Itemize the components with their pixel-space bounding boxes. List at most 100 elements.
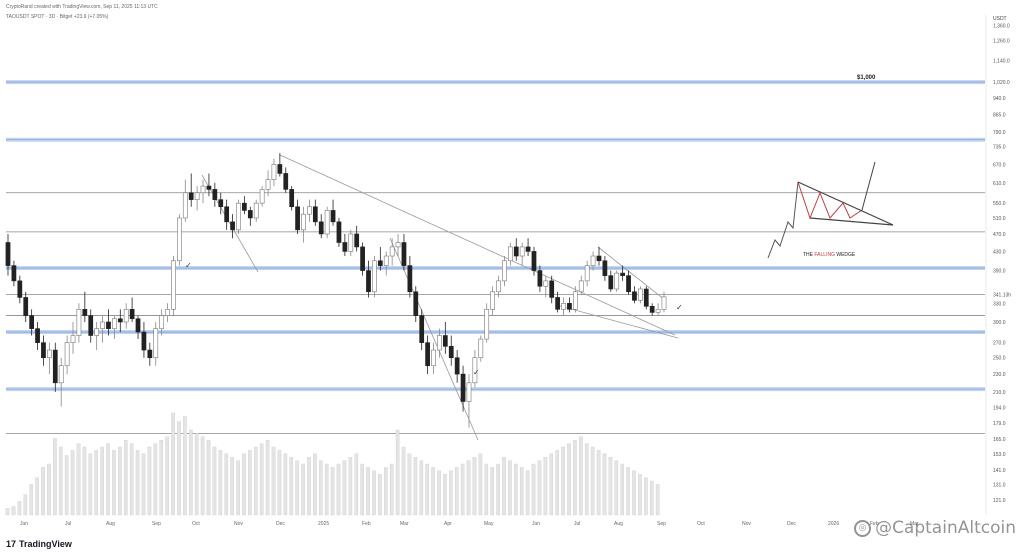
volume-bar (129, 443, 134, 516)
candle (171, 256, 176, 316)
candle (230, 214, 235, 239)
volume-bar (567, 443, 571, 516)
candle (413, 286, 419, 322)
tradingview-logo[interactable]: 17 TradingView (6, 537, 72, 551)
volume-bar (47, 463, 51, 516)
volume-bar (35, 477, 39, 516)
volume-bar (171, 412, 175, 516)
candle-body (88, 315, 94, 336)
candle (419, 309, 425, 351)
candle (519, 242, 525, 266)
volume-bar (295, 460, 299, 516)
candlesticks (5, 153, 667, 428)
wedge-breakout-line (861, 161, 876, 211)
time-tick-label: Aug (614, 521, 623, 527)
wedge-top-line (797, 181, 894, 226)
candle (649, 303, 655, 316)
volume-bar (354, 453, 359, 516)
price-tick-label: 610.0 (993, 181, 1006, 187)
candle-body (194, 192, 200, 200)
volume-bar (378, 474, 382, 516)
candle (366, 260, 371, 298)
candle (466, 374, 472, 428)
candle-body (383, 255, 389, 266)
candle-body (342, 242, 348, 252)
wedge-bottom-line (809, 217, 894, 226)
candle-body (366, 270, 371, 293)
volume-bar (484, 463, 489, 516)
candle-body (165, 309, 170, 316)
candle-body (395, 242, 401, 248)
candle (389, 238, 395, 266)
candle-body (100, 321, 105, 329)
time-tick-label: Jun (20, 521, 28, 527)
candle-body (301, 213, 306, 231)
candle-body (11, 265, 17, 282)
candle-body (531, 251, 537, 271)
volume-bar (141, 453, 146, 516)
price-tick-label: 430.0 (993, 249, 1006, 255)
candle (460, 365, 466, 412)
volume-bar (525, 470, 530, 516)
candle (377, 246, 383, 271)
volume-bar (212, 446, 217, 516)
volume-bar (413, 457, 418, 516)
volume-bar (307, 457, 311, 516)
candle (590, 251, 596, 271)
volume-bar (372, 470, 376, 516)
volume-bar (449, 470, 453, 516)
volume-bar (508, 460, 512, 516)
volume-bar (425, 463, 429, 516)
volume-bar (472, 457, 477, 516)
candle (289, 186, 295, 211)
volume-bar (200, 436, 205, 516)
volume-bar (490, 467, 495, 516)
candle (17, 275, 23, 304)
candle (165, 303, 170, 322)
volume-bar (159, 440, 164, 516)
volume-bar (620, 463, 625, 516)
candle (123, 303, 129, 329)
candle-body (413, 291, 419, 316)
candle-body (567, 303, 572, 310)
candle-body (35, 328, 40, 343)
volume-bar (555, 450, 560, 516)
candle-body (177, 217, 182, 262)
time-tick-label: Feb (362, 521, 371, 527)
candle (200, 179, 206, 204)
price-tick-label: 735.0 (993, 144, 1006, 150)
candle-body (212, 189, 218, 200)
candle-body (58, 365, 64, 384)
time-tick-label: Dec (787, 521, 796, 527)
volume-bar (626, 467, 630, 516)
chart-credit: CryptoRand created with TradingView.com,… (6, 4, 158, 10)
candle (35, 321, 40, 351)
candle (632, 286, 637, 304)
volume-bar (549, 453, 554, 516)
volume-bar (389, 463, 394, 516)
candle (478, 335, 484, 362)
volume-bar (165, 436, 169, 516)
candle (141, 321, 147, 358)
volume-bar (348, 457, 353, 516)
volume-bar (41, 467, 45, 516)
candle-body (236, 202, 241, 231)
volume-bar (153, 443, 158, 516)
candle (82, 291, 88, 322)
candle-body (561, 303, 566, 310)
volume-bar (100, 446, 104, 516)
candle (567, 297, 572, 313)
candle (655, 303, 661, 316)
candle-body (484, 309, 490, 340)
volume-bar (17, 501, 22, 516)
candle-body (537, 270, 543, 287)
candle (224, 199, 230, 230)
candle-body (242, 202, 247, 211)
volume-bar (366, 467, 370, 516)
candle (242, 196, 247, 215)
candle-body (543, 280, 549, 287)
price-tick-label: 550.0 (993, 201, 1006, 207)
candle (188, 173, 194, 207)
dec-downtrend-line (201, 174, 259, 273)
horizontal-levels (6, 80, 985, 434)
